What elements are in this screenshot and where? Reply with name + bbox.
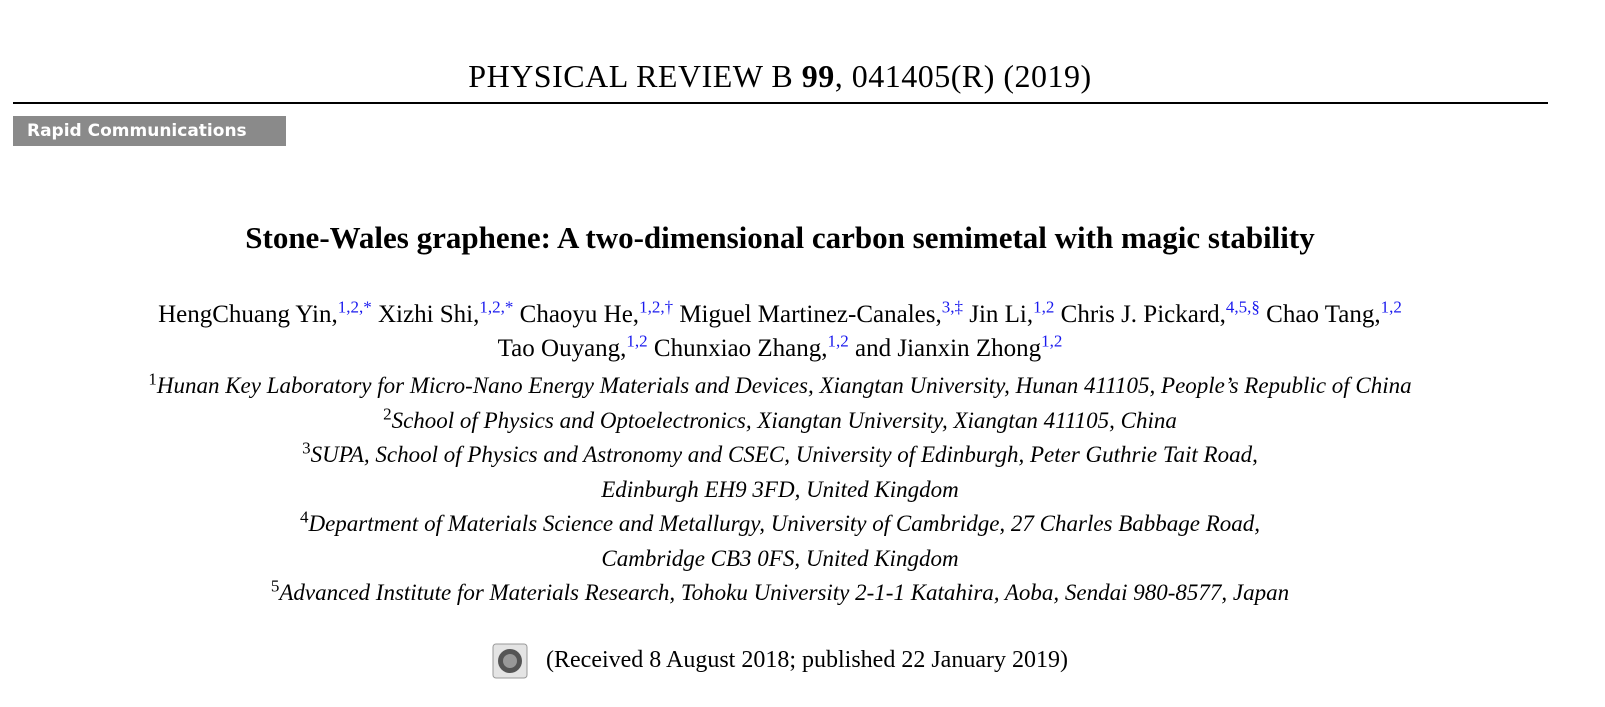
affiliation-line: 2School of Physics and Optoelectronics, … xyxy=(0,404,1560,439)
affiliation-text: SUPA, School of Physics and Astronomy an… xyxy=(310,442,1258,467)
volume: 99 xyxy=(801,58,835,94)
author-name: Tao Ouyang, xyxy=(497,335,627,362)
author-marks[interactable]: 1,2 xyxy=(1033,297,1055,317)
author-marks[interactable]: 1,2,* xyxy=(337,297,372,317)
author-name: Chunxiao Zhang, xyxy=(653,335,828,362)
author-marks[interactable]: 3,‡ xyxy=(941,297,963,317)
author-line: HengChuang Yin,1,2,* Xizhi Shi,1,2,* Cha… xyxy=(0,298,1560,332)
paper-title: Stone-Wales graphene: A two-dimensional … xyxy=(245,220,1315,255)
section-badge: Rapid Communications xyxy=(13,116,286,146)
journal-header: PHYSICAL REVIEW B 99, 041405(R) (2019) xyxy=(0,58,1560,95)
citation: , 041405(R) (2019) xyxy=(834,58,1092,94)
affiliation-line: 1Hunan Key Laboratory for Micro-Nano Ene… xyxy=(0,369,1560,404)
affiliation-text: Edinburgh EH9 3FD, United Kingdom xyxy=(601,476,959,502)
author-marks[interactable]: 1,2 xyxy=(1041,331,1063,351)
author-name: Jin Li, xyxy=(969,301,1034,328)
author-name: HengChuang Yin, xyxy=(158,301,338,328)
affiliation-text: Hunan Key Laboratory for Micro-Nano Ener… xyxy=(156,373,1412,398)
author-marks[interactable]: 1,2,† xyxy=(639,297,674,317)
author-name: Miguel Martinez-Canales, xyxy=(679,301,942,328)
affiliation-number: 5 xyxy=(270,576,280,596)
affiliation-text: Advanced Institute for Materials Researc… xyxy=(279,580,1290,605)
author-marks[interactable]: 1,2 xyxy=(626,331,648,351)
author-name: Xizhi Shi, xyxy=(377,301,480,328)
author-marks[interactable]: 1,2 xyxy=(1380,297,1402,317)
affiliation-text: Cambridge CB3 0FS, United Kingdom xyxy=(601,545,959,571)
author-marks[interactable]: 4,5,§ xyxy=(1225,297,1260,317)
affiliation-number: 2 xyxy=(383,403,392,423)
received-row: (Received 8 August 2018; published 22 Ja… xyxy=(0,641,1560,679)
affiliation-number: 4 xyxy=(299,507,309,527)
author-marks[interactable]: 1,2 xyxy=(827,331,849,351)
affiliation-number: 3 xyxy=(302,438,311,458)
author-name: and Jianxin Zhong xyxy=(855,335,1042,362)
received-dates: (Received 8 August 2018; published 22 Ja… xyxy=(546,647,1068,673)
author-name: Chris J. Pickard, xyxy=(1060,301,1226,328)
affiliation-line: 3SUPA, School of Physics and Astronomy a… xyxy=(0,438,1560,473)
affiliation-number: 1 xyxy=(148,369,157,389)
header-rule xyxy=(13,102,1548,104)
affiliations: 1Hunan Key Laboratory for Micro-Nano Ene… xyxy=(0,369,1560,611)
journal-name: PHYSICAL REVIEW B xyxy=(468,58,794,94)
authors: HengChuang Yin,1,2,* Xizhi Shi,1,2,* Cha… xyxy=(0,298,1560,366)
affiliation-line: 5Advanced Institute for Materials Resear… xyxy=(0,576,1560,611)
affiliation-line: 4Department of Materials Science and Met… xyxy=(0,507,1560,542)
affiliation-line: Edinburgh EH9 3FD, United Kingdom xyxy=(0,473,1560,508)
affiliation-text: Department of Materials Science and Meta… xyxy=(308,511,1261,536)
crossmark-icon[interactable] xyxy=(492,643,528,679)
affiliation-text: School of Physics and Optoelectronics, X… xyxy=(391,407,1177,433)
author-name: Chao Tang, xyxy=(1266,301,1381,328)
author-name: Chaoyu He, xyxy=(519,301,640,328)
author-line: Tao Ouyang,1,2 Chunxiao Zhang,1,2 and Ji… xyxy=(0,332,1560,366)
affiliation-line: Cambridge CB3 0FS, United Kingdom xyxy=(0,542,1560,577)
author-marks[interactable]: 1,2,* xyxy=(479,297,514,317)
